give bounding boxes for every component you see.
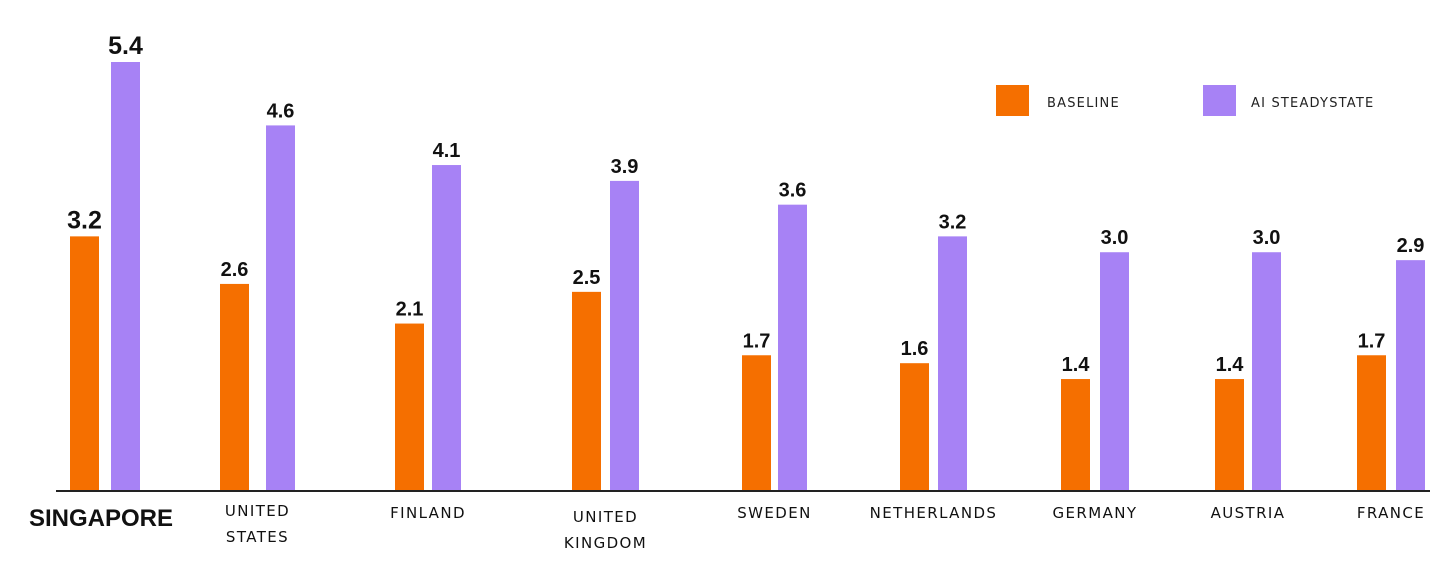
- value-label-ai-steadystate-united-states: 4.6: [267, 100, 295, 122]
- bar-baseline-finland: [395, 323, 424, 490]
- category-label-singapore: SINGAPORE: [29, 505, 173, 532]
- value-label-baseline-sweden: 1.7: [743, 330, 771, 352]
- value-label-baseline-austria: 1.4: [1216, 354, 1245, 376]
- legend-swatch-baseline: [996, 85, 1029, 116]
- value-label-ai-steadystate-austria: 3.0: [1253, 227, 1281, 249]
- bar-ai-steadystate-singapore: [111, 62, 140, 490]
- bar-baseline-united-kingdom: [572, 291, 601, 490]
- category-label-germany: GERMANY: [1053, 504, 1138, 522]
- legend-label-ai-steadystate: AI STEADYSTATE: [1251, 96, 1374, 111]
- value-label-baseline-france: 1.7: [1358, 330, 1386, 352]
- bar-baseline-netherlands: [900, 363, 929, 490]
- legend-swatch-ai-steadystate: [1203, 85, 1236, 116]
- bar-ai-steadystate-netherlands: [938, 236, 967, 490]
- category-label-united-states: UNITED STATES: [225, 502, 290, 546]
- value-label-baseline-united-kingdom: 2.5: [573, 267, 601, 289]
- category-label-austria: AUSTRIA: [1211, 504, 1286, 522]
- value-label-baseline-singapore: 3.2: [67, 206, 102, 234]
- bar-baseline-sweden: [742, 355, 771, 490]
- value-label-ai-steadystate-singapore: 5.4: [108, 32, 143, 60]
- value-label-ai-steadystate-france: 2.9: [1397, 235, 1425, 257]
- bar-ai-steadystate-germany: [1100, 252, 1129, 490]
- legend-label-baseline: BASELINE: [1047, 96, 1120, 111]
- value-label-baseline-netherlands: 1.6: [901, 338, 929, 360]
- bar-baseline-germany: [1061, 379, 1090, 490]
- category-label-sweden: SWEDEN: [737, 504, 811, 522]
- bar-baseline-austria: [1215, 379, 1244, 490]
- bar-ai-steadystate-france: [1396, 260, 1425, 490]
- bar-ai-steadystate-united-kingdom: [610, 180, 639, 490]
- category-label-netherlands: NETHERLANDS: [870, 504, 998, 522]
- category-label-finland: FINLAND: [390, 504, 466, 522]
- bar-baseline-united-states: [220, 283, 249, 490]
- category-label-united-kingdom: UNITED KINGDOM: [564, 508, 647, 552]
- bar-ai-steadystate-sweden: [778, 204, 807, 490]
- bar-baseline-singapore: [70, 236, 99, 490]
- bar-ai-steadystate-austria: [1252, 252, 1281, 490]
- value-label-ai-steadystate-netherlands: 3.2: [939, 211, 967, 233]
- value-label-ai-steadystate-united-kingdom: 3.9: [611, 156, 639, 178]
- value-label-baseline-germany: 1.4: [1062, 354, 1091, 376]
- category-label-france: FRANCE: [1357, 504, 1425, 522]
- bar-ai-steadystate-finland: [432, 165, 461, 490]
- bar-baseline-france: [1357, 355, 1386, 490]
- value-label-baseline-finland: 2.1: [396, 299, 424, 321]
- bar-ai-steadystate-united-states: [266, 125, 295, 490]
- value-label-ai-steadystate-sweden: 3.6: [779, 180, 807, 202]
- value-label-ai-steadystate-germany: 3.0: [1101, 227, 1129, 249]
- value-label-baseline-united-states: 2.6: [221, 259, 249, 281]
- value-label-ai-steadystate-finland: 4.1: [433, 140, 461, 162]
